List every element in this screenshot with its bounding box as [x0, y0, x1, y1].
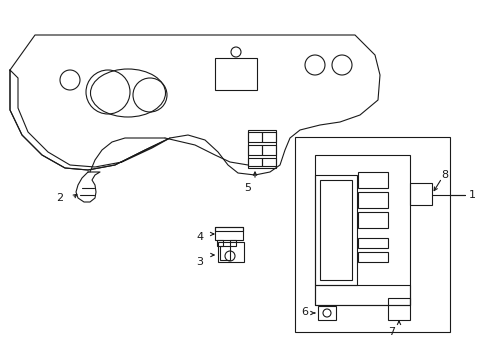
Bar	[247, 132, 262, 142]
Bar	[217, 240, 223, 246]
Bar	[262, 158, 275, 166]
Text: 1: 1	[468, 190, 474, 200]
Text: 5: 5	[244, 183, 251, 193]
Bar	[294, 137, 449, 332]
Bar	[314, 285, 409, 305]
Text: 4: 4	[196, 232, 203, 242]
Text: 3: 3	[196, 257, 203, 267]
Bar	[357, 192, 387, 208]
Bar	[357, 238, 387, 248]
Text: 7: 7	[387, 327, 395, 337]
Bar	[215, 58, 257, 90]
Bar	[357, 172, 387, 188]
Text: 8: 8	[441, 170, 447, 180]
Text: 6: 6	[301, 307, 308, 317]
Bar	[247, 145, 262, 155]
Bar	[215, 227, 243, 231]
Bar	[409, 183, 431, 205]
Bar	[357, 252, 387, 262]
Bar	[314, 155, 409, 305]
Bar	[357, 212, 387, 228]
Bar	[220, 246, 229, 260]
Bar	[314, 175, 356, 285]
Bar	[229, 240, 236, 246]
Text: 2: 2	[56, 193, 63, 203]
Bar	[387, 298, 409, 320]
Bar	[247, 130, 275, 168]
Bar	[317, 306, 335, 320]
Bar	[218, 242, 244, 262]
Bar	[247, 158, 262, 166]
Bar	[262, 145, 275, 155]
Bar	[319, 180, 351, 280]
Bar	[262, 132, 275, 142]
Bar	[215, 227, 243, 240]
